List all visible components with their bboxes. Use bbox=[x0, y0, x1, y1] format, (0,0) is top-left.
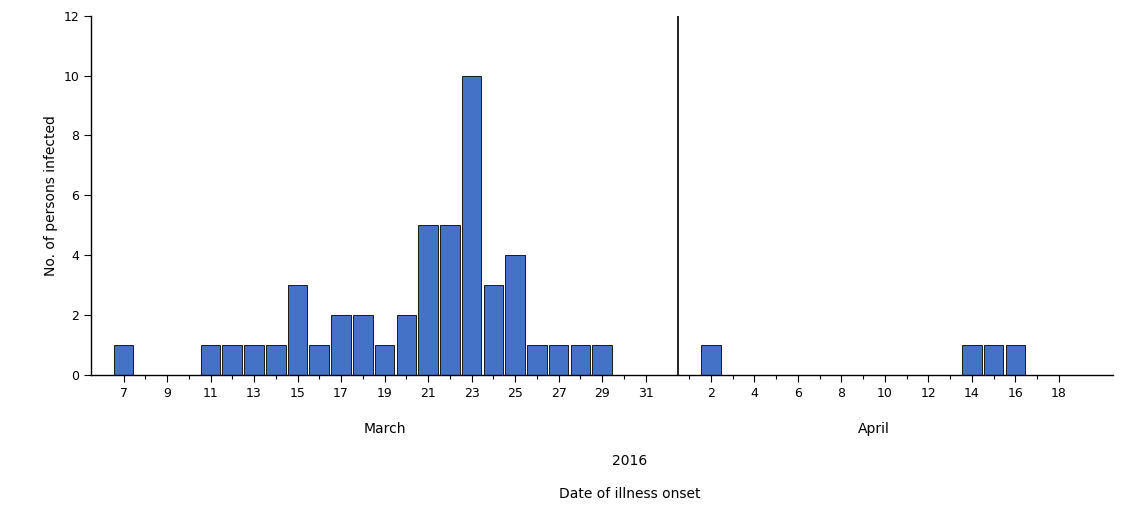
Bar bbox=[484, 286, 503, 375]
Bar bbox=[549, 345, 568, 375]
Bar bbox=[461, 76, 482, 375]
Bar bbox=[1005, 345, 1025, 375]
Bar bbox=[418, 225, 437, 375]
Bar bbox=[244, 345, 264, 375]
Bar bbox=[287, 286, 308, 375]
Text: April: April bbox=[858, 422, 889, 436]
Bar bbox=[114, 345, 133, 375]
Y-axis label: No. of persons infected: No. of persons infected bbox=[43, 115, 58, 276]
Text: 2016: 2016 bbox=[611, 454, 646, 468]
Bar bbox=[353, 315, 373, 375]
Bar bbox=[592, 345, 612, 375]
Bar bbox=[332, 315, 351, 375]
Bar bbox=[223, 345, 242, 375]
Bar bbox=[701, 345, 720, 375]
Bar bbox=[962, 345, 982, 375]
Text: Date of illness onset: Date of illness onset bbox=[559, 487, 700, 501]
Bar bbox=[527, 345, 546, 375]
Bar bbox=[984, 345, 1003, 375]
Bar bbox=[375, 345, 394, 375]
Bar bbox=[506, 255, 525, 375]
Bar bbox=[201, 345, 220, 375]
Bar bbox=[309, 345, 329, 375]
Bar bbox=[396, 315, 416, 375]
Bar bbox=[266, 345, 285, 375]
Bar bbox=[440, 225, 460, 375]
Text: March: March bbox=[364, 422, 406, 436]
Bar bbox=[570, 345, 590, 375]
